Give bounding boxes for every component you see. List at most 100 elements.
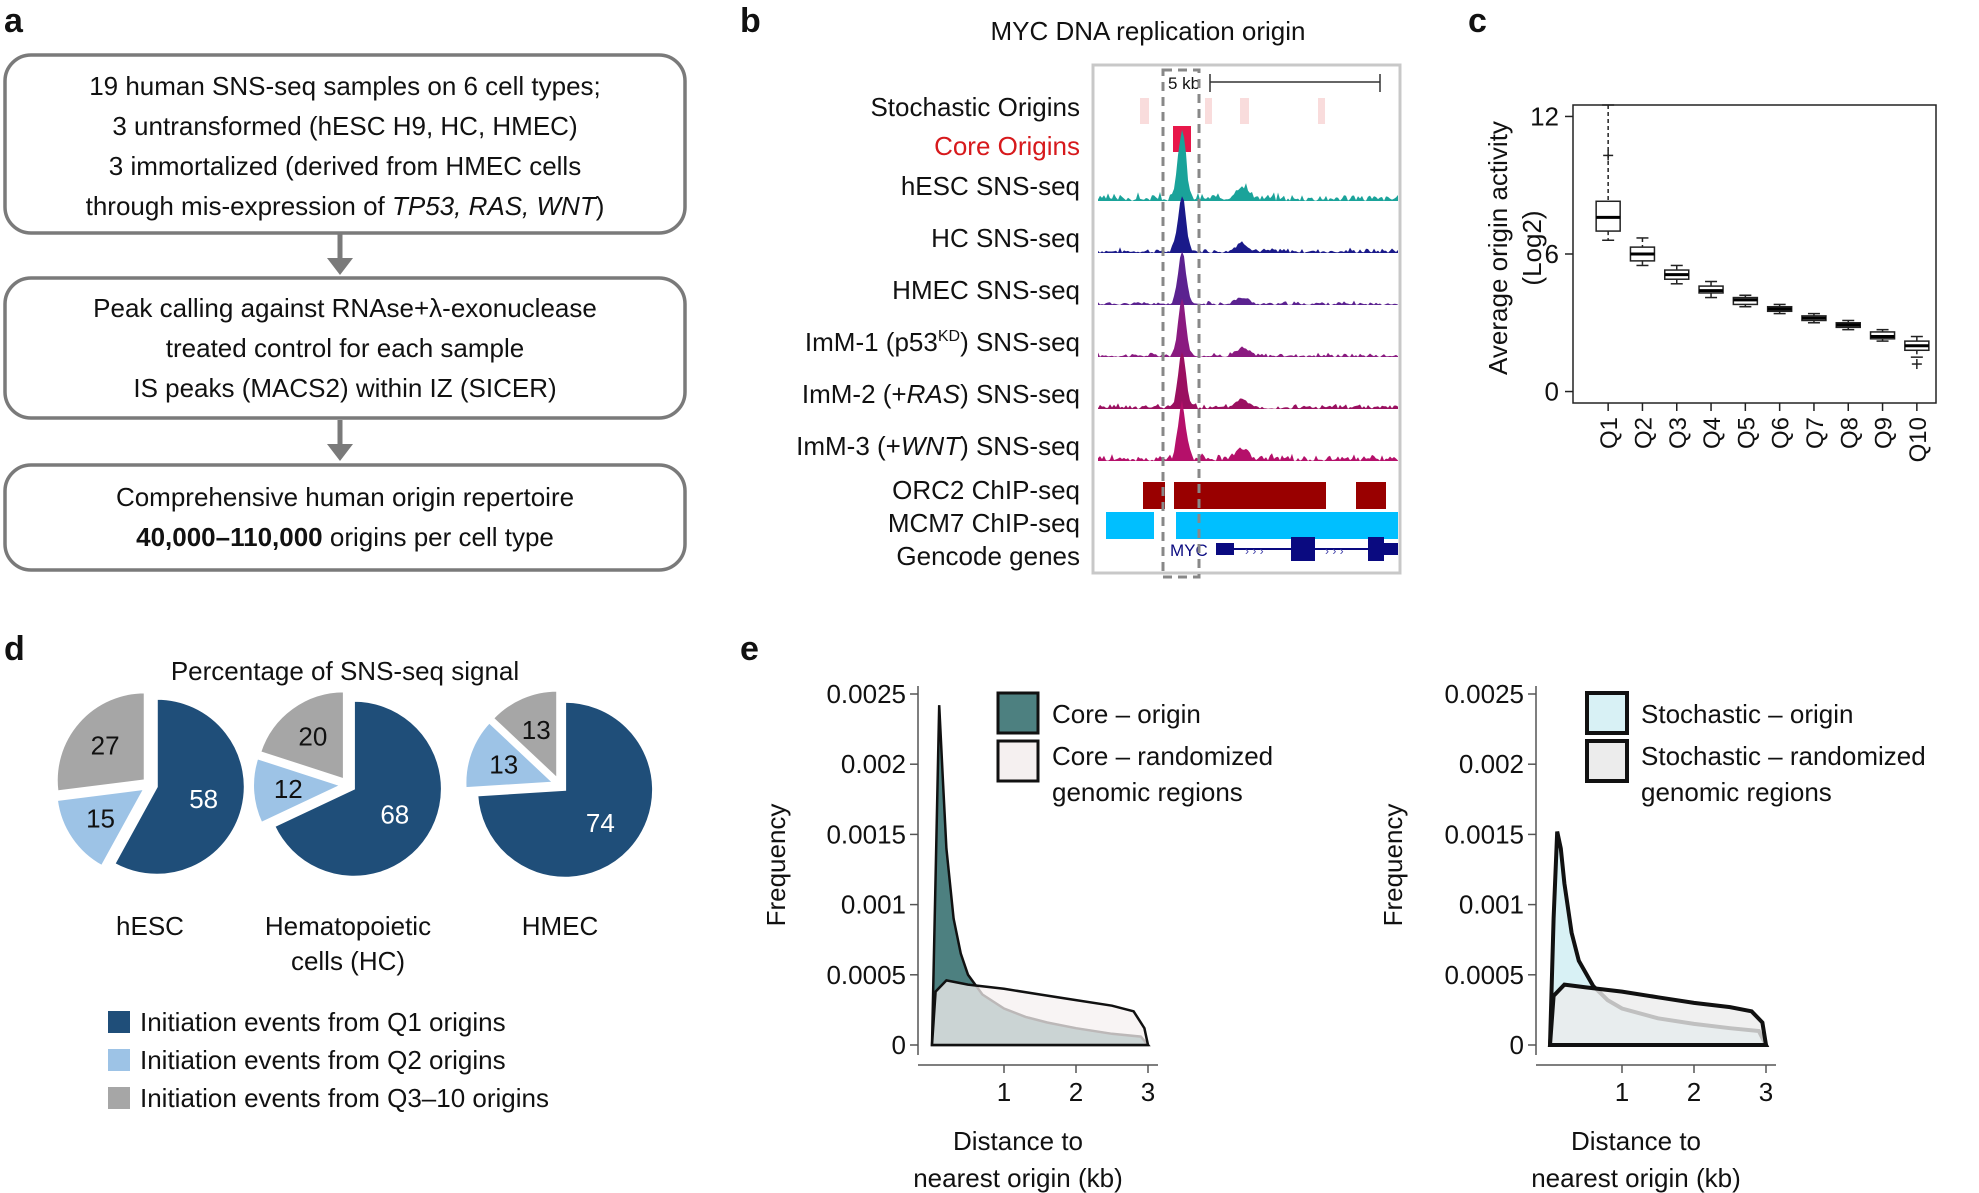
- boxplot-xtick-label: Q9: [1871, 417, 1898, 449]
- boxplot-ytick-label: 12: [1530, 101, 1559, 131]
- gene-model-myc: › › › › › › MYC: [1170, 537, 1398, 561]
- mcm7-peaks: [1106, 512, 1398, 539]
- density-xtick-label: 2: [1687, 1077, 1701, 1107]
- boxplot-xtick-label: Q4: [1699, 417, 1726, 449]
- mcm7-peak-2: [1176, 512, 1398, 539]
- pie-legend-swatch-q3-10: [108, 1087, 130, 1109]
- signal-track-imm3: [1098, 400, 1398, 461]
- signal-track-imm2: [1098, 352, 1398, 409]
- pie-slice: [258, 690, 345, 781]
- boxplot-ylabel-line-2: (Log2): [1517, 210, 1547, 285]
- boxplot-xtick-label: Q3: [1665, 417, 1692, 449]
- density-stochastic-xlabel-line-2: nearest origin (kb): [1531, 1163, 1741, 1193]
- flow-box-3-line-2: 40,000–110,000 origins per cell type: [136, 522, 554, 552]
- pie-legend-label-q3-10: Initiation events from Q3–10 origins: [140, 1083, 549, 1113]
- pie-legend: Initiation events from Q1 origins Initia…: [108, 1007, 549, 1113]
- gene-strand-arrows-1: › › ›: [1245, 544, 1264, 558]
- orc2-peak-3: [1356, 482, 1386, 509]
- pie-slice-label: 20: [298, 722, 327, 752]
- boxplot-x-axis: Q1 Q2 Q3 Q4 Q5 Q6 Q7 Q8 Q9 Q10: [1596, 403, 1932, 462]
- density-ytick-label: 0.002: [841, 749, 906, 779]
- boxplot-xtick-label: Q6: [1768, 417, 1795, 449]
- gene-exon-3: [1368, 537, 1384, 561]
- density-xtick-label: 1: [997, 1077, 1011, 1107]
- gene-exon-3-utr: [1384, 543, 1398, 555]
- signal-track-imm1: [1098, 298, 1398, 357]
- density-ytick-label: 0.001: [1459, 890, 1524, 920]
- density-ytick-label: 0.0015: [826, 819, 906, 849]
- density-core-legend-label-origin: Core – origin: [1052, 699, 1201, 729]
- tracks-title: MYC DNA replication origin: [990, 16, 1305, 46]
- panel-label-e: e: [740, 630, 759, 668]
- pie-slice: [55, 691, 146, 793]
- flow-arrow-2: [327, 420, 353, 461]
- flow-box-2-line-1: Peak calling against RNAse+λ-exonuclease: [93, 293, 597, 323]
- density-core-xlabel-line-2: nearest origin (kb): [913, 1163, 1123, 1193]
- pie-label-hc-line-2: cells (HC): [291, 946, 405, 976]
- stochastic-mark-1: [1140, 98, 1149, 124]
- density-core-legend: Core – origin Core – randomized genomic …: [996, 691, 1273, 807]
- track-label-imm2: ImM-2 (+RAS) SNS-seq: [802, 379, 1080, 409]
- pie-slice: [113, 697, 246, 876]
- flow-box-1-line-3: 3 immortalized (derived from HMEC cells: [109, 151, 581, 181]
- pie-title: Percentage of SNS-seq signal: [171, 656, 519, 686]
- track-label-stochastic: Stochastic Origins: [870, 92, 1080, 122]
- pie-slice: [55, 787, 147, 868]
- flow-box-3: [3, 463, 687, 572]
- density-stochastic-legend-label-random-line-1: Stochastic – randomized: [1641, 741, 1926, 771]
- flow-box-3-line-1: Comprehensive human origin repertoire: [116, 482, 574, 512]
- signal-track-hesc: [1098, 129, 1398, 201]
- density-stochastic-y-axis: 0 0.0005 0.001 0.0015 0.002 0.0025: [1444, 679, 1537, 1060]
- track-label-orc2: ORC2 ChIP-seq: [892, 475, 1080, 505]
- genome-browser: MYC DNA replication origin 5 kb Stochast…: [796, 16, 1402, 579]
- boxplot-frame: [1572, 104, 1937, 404]
- orc2-peaks: [1143, 482, 1386, 509]
- stochastic-mark-3: [1240, 98, 1249, 124]
- boxplot-ytick-label: 0: [1545, 377, 1559, 407]
- track-label-gencode: Gencode genes: [896, 541, 1080, 571]
- pie-legend-swatch-q1: [108, 1011, 130, 1033]
- boxplot-ylabel-line-1: Average origin activity: [1483, 121, 1513, 375]
- density-plot-stochastic: Frequency 00.00050.0010.00150.0020.0025 …: [1378, 679, 1926, 1193]
- browser-frame: [1091, 63, 1402, 575]
- track-label-imm3: ImM-3 (+WNT) SNS-seq: [796, 431, 1080, 461]
- pie-slice: [476, 700, 655, 879]
- pie-legend-swatch-q2: [108, 1049, 130, 1071]
- signal-track-hc: [1098, 196, 1398, 253]
- boxplot-panel: Average origin activity (Log2) 0 6 12 Q1 Q2…: [1483, 101, 1937, 462]
- density-stochastic-xlabel-line-1: Distance to: [1571, 1126, 1701, 1156]
- panel-label-c: c: [1468, 2, 1487, 40]
- gene-exon-1: [1216, 543, 1234, 555]
- density-core-legend-label-random-line-1: Core – randomized: [1052, 741, 1273, 771]
- scale-bar: 5 kb: [1168, 74, 1381, 93]
- density-xtick-label: 1: [1615, 1077, 1629, 1107]
- track-label-mcm7: MCM7 ChIP-seq: [888, 508, 1080, 538]
- density-stochastic-legend-label-random-line-2: genomic regions: [1641, 777, 1832, 807]
- density-core-legend-swatch-random: [996, 739, 1040, 783]
- track-label-imm1: ImM-1 (p53KD) SNS-seq: [805, 327, 1080, 357]
- stochastic-origin-marks: [1140, 98, 1325, 124]
- orc2-peak-2: [1174, 482, 1326, 509]
- density-ytick-label: 0: [892, 1030, 906, 1060]
- density-ytick-label: 0.0025: [1444, 679, 1524, 709]
- flow-box-2-line-2: treated control for each sample: [166, 333, 524, 363]
- gene-exon-2: [1291, 537, 1315, 561]
- density-stochastic-legend-label-origin: Stochastic – origin: [1641, 699, 1853, 729]
- density-core-ylabel: Frequency: [761, 804, 791, 927]
- density-core-random-area: [930, 979, 1150, 1047]
- track-label-hesc: hESC SNS-seq: [901, 171, 1080, 201]
- density-xtick-label: 3: [1141, 1077, 1155, 1107]
- boxplot-xtick-label: Q5: [1733, 417, 1760, 449]
- flow-box-1: [3, 53, 687, 235]
- pie-label-hc-line-1: Hematopoietic: [265, 911, 431, 941]
- pie-slice-label: 15: [86, 804, 115, 834]
- panel-label-a: a: [4, 2, 24, 40]
- orc2-peak-1: [1143, 482, 1165, 509]
- pie-panel: Percentage of SNS-seq signal 58 15 27 68 12 2…: [55, 656, 655, 1113]
- boxplot-xtick-label: Q1: [1596, 417, 1623, 449]
- signal-track-hmec: [1098, 251, 1398, 305]
- pie-label-hmec: HMEC: [522, 911, 599, 941]
- panel-label-b: b: [740, 2, 761, 40]
- density-stochastic-legend-swatch-random: [1585, 739, 1629, 783]
- track-label-hmec: HMEC SNS-seq: [892, 275, 1080, 305]
